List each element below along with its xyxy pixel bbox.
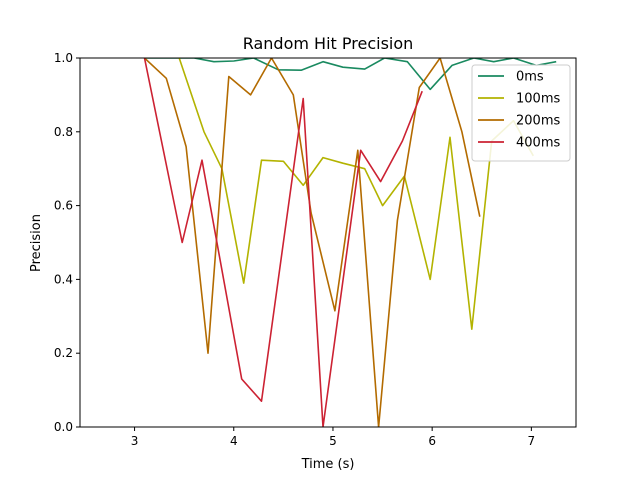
x-tick-label: 7 bbox=[528, 434, 536, 448]
series-lines bbox=[143, 58, 557, 427]
legend: 0ms 100ms 200ms 400ms bbox=[471, 64, 571, 162]
y-tick-label: 0.2 bbox=[54, 346, 73, 360]
x-tick-label: 5 bbox=[329, 434, 337, 448]
y-tick-label: 0.4 bbox=[54, 272, 73, 286]
legend-label-100ms: 100ms bbox=[516, 92, 560, 107]
plot-frame bbox=[79, 57, 577, 428]
legend-label-0ms: 0ms bbox=[516, 70, 544, 85]
y-tick-label: 0.8 bbox=[54, 125, 73, 139]
legend-box bbox=[471, 64, 571, 162]
series-line-400ms bbox=[143, 58, 423, 427]
series-line-0ms bbox=[144, 58, 557, 91]
plot-area bbox=[79, 57, 577, 428]
y-tick-label: 0.0 bbox=[54, 420, 73, 434]
x-axis-label: Time (s) bbox=[301, 457, 355, 472]
x-tick-label: 4 bbox=[230, 434, 238, 448]
y-tick-label: 0.6 bbox=[54, 199, 73, 213]
x-tick-label: 6 bbox=[428, 434, 436, 448]
x-tick-label: 3 bbox=[131, 434, 139, 448]
y-axis: 0.0 0.2 0.4 0.6 0.8 1.0 bbox=[54, 51, 80, 434]
chart-title: Random Hit Precision bbox=[243, 34, 414, 53]
legend-label-400ms: 400ms bbox=[516, 136, 560, 151]
x-axis: 3 4 5 6 7 bbox=[131, 427, 535, 448]
series-line-100ms bbox=[178, 58, 534, 331]
y-axis-label: Precision bbox=[29, 214, 44, 272]
legend-label-200ms: 200ms bbox=[516, 114, 560, 129]
series-line-200ms bbox=[143, 58, 481, 427]
y-tick-label: 1.0 bbox=[54, 51, 73, 65]
